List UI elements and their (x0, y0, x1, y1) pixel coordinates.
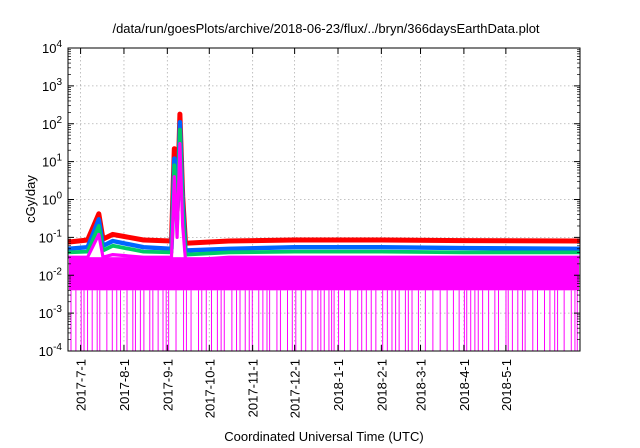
x-axis-label: Coordinated Universal Time (UTC) (224, 429, 423, 444)
x-tick-label: 2017-9-1 (160, 359, 175, 411)
y-tick-label: 101 (42, 153, 62, 170)
y-axis-label: cGy/day (23, 175, 38, 223)
series-group (67, 111, 581, 262)
x-tick-label: 2018-5-1 (499, 359, 514, 411)
series-line (67, 111, 581, 246)
y-tick-label: 10-4 (39, 342, 63, 359)
series-line (67, 120, 581, 253)
x-tick-label: 2017-11-1 (246, 359, 261, 417)
x-axis: 2017-7-1 2017-8-1 2017-9-1 2017-10-1 2017-11… (74, 48, 514, 418)
series-line (67, 127, 580, 257)
x-tick-label: 2017-12-1 (288, 359, 303, 418)
y-tick-label: 104 (42, 39, 62, 56)
y-tick-label: 100 (42, 191, 62, 208)
x-tick-label: 2018-3-1 (414, 359, 429, 411)
chart-title: /data/run/goesPlots/archive/2018-06-23/f… (112, 21, 539, 36)
x-tick-label: 2017-10-1 (202, 359, 217, 418)
x-tick-label: 2018-1-1 (331, 359, 346, 411)
x-tick-label: 2018-2-1 (374, 359, 389, 411)
x-tick-label: 2017-8-1 (117, 359, 132, 411)
y-tick-label: 10-3 (39, 304, 63, 321)
noise-floor (69, 257, 579, 351)
y-tick-label: 10-2 (39, 266, 63, 283)
noise-floor-band (69, 257, 579, 291)
y-tick-label: 10-1 (39, 228, 63, 245)
y-axis: 10-4 10-3 10-2 10-1 100 101 102 103 104 (39, 39, 580, 359)
series-line (68, 142, 580, 262)
x-tick-label: 2017-7-1 (74, 359, 89, 411)
y-tick-label: 102 (42, 115, 62, 132)
y-tick-label: 103 (42, 77, 62, 94)
x-tick-label: 2018-4-1 (457, 359, 472, 411)
